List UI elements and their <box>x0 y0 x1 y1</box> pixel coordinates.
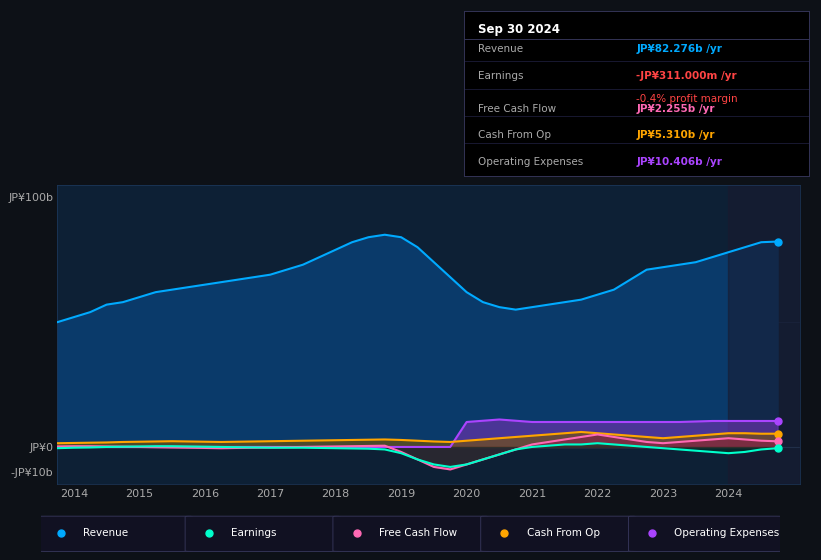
Text: Earnings: Earnings <box>231 529 277 538</box>
FancyBboxPatch shape <box>38 516 192 552</box>
Text: Free Cash Flow: Free Cash Flow <box>378 529 456 538</box>
FancyBboxPatch shape <box>629 516 784 552</box>
Text: Operating Expenses: Operating Expenses <box>478 157 583 166</box>
Text: Operating Expenses: Operating Expenses <box>674 529 779 538</box>
Text: Revenue: Revenue <box>83 529 128 538</box>
Text: JP¥5.310b /yr: JP¥5.310b /yr <box>636 130 715 140</box>
Text: JP¥2.255b /yr: JP¥2.255b /yr <box>636 104 715 114</box>
Text: Revenue: Revenue <box>478 44 523 54</box>
Text: Sep 30 2024: Sep 30 2024 <box>478 23 560 36</box>
Text: Earnings: Earnings <box>478 72 523 82</box>
FancyBboxPatch shape <box>186 516 341 552</box>
Text: JP¥10.406b /yr: JP¥10.406b /yr <box>636 157 722 166</box>
Text: Free Cash Flow: Free Cash Flow <box>478 104 556 114</box>
Text: Cash From Op: Cash From Op <box>526 529 599 538</box>
Text: Cash From Op: Cash From Op <box>478 130 551 140</box>
Text: JP¥82.276b /yr: JP¥82.276b /yr <box>636 44 722 54</box>
FancyBboxPatch shape <box>481 516 636 552</box>
FancyBboxPatch shape <box>333 516 488 552</box>
Text: -0.4% profit margin: -0.4% profit margin <box>636 94 738 104</box>
Bar <box>728 185 800 484</box>
Text: -JP¥311.000m /yr: -JP¥311.000m /yr <box>636 72 737 82</box>
